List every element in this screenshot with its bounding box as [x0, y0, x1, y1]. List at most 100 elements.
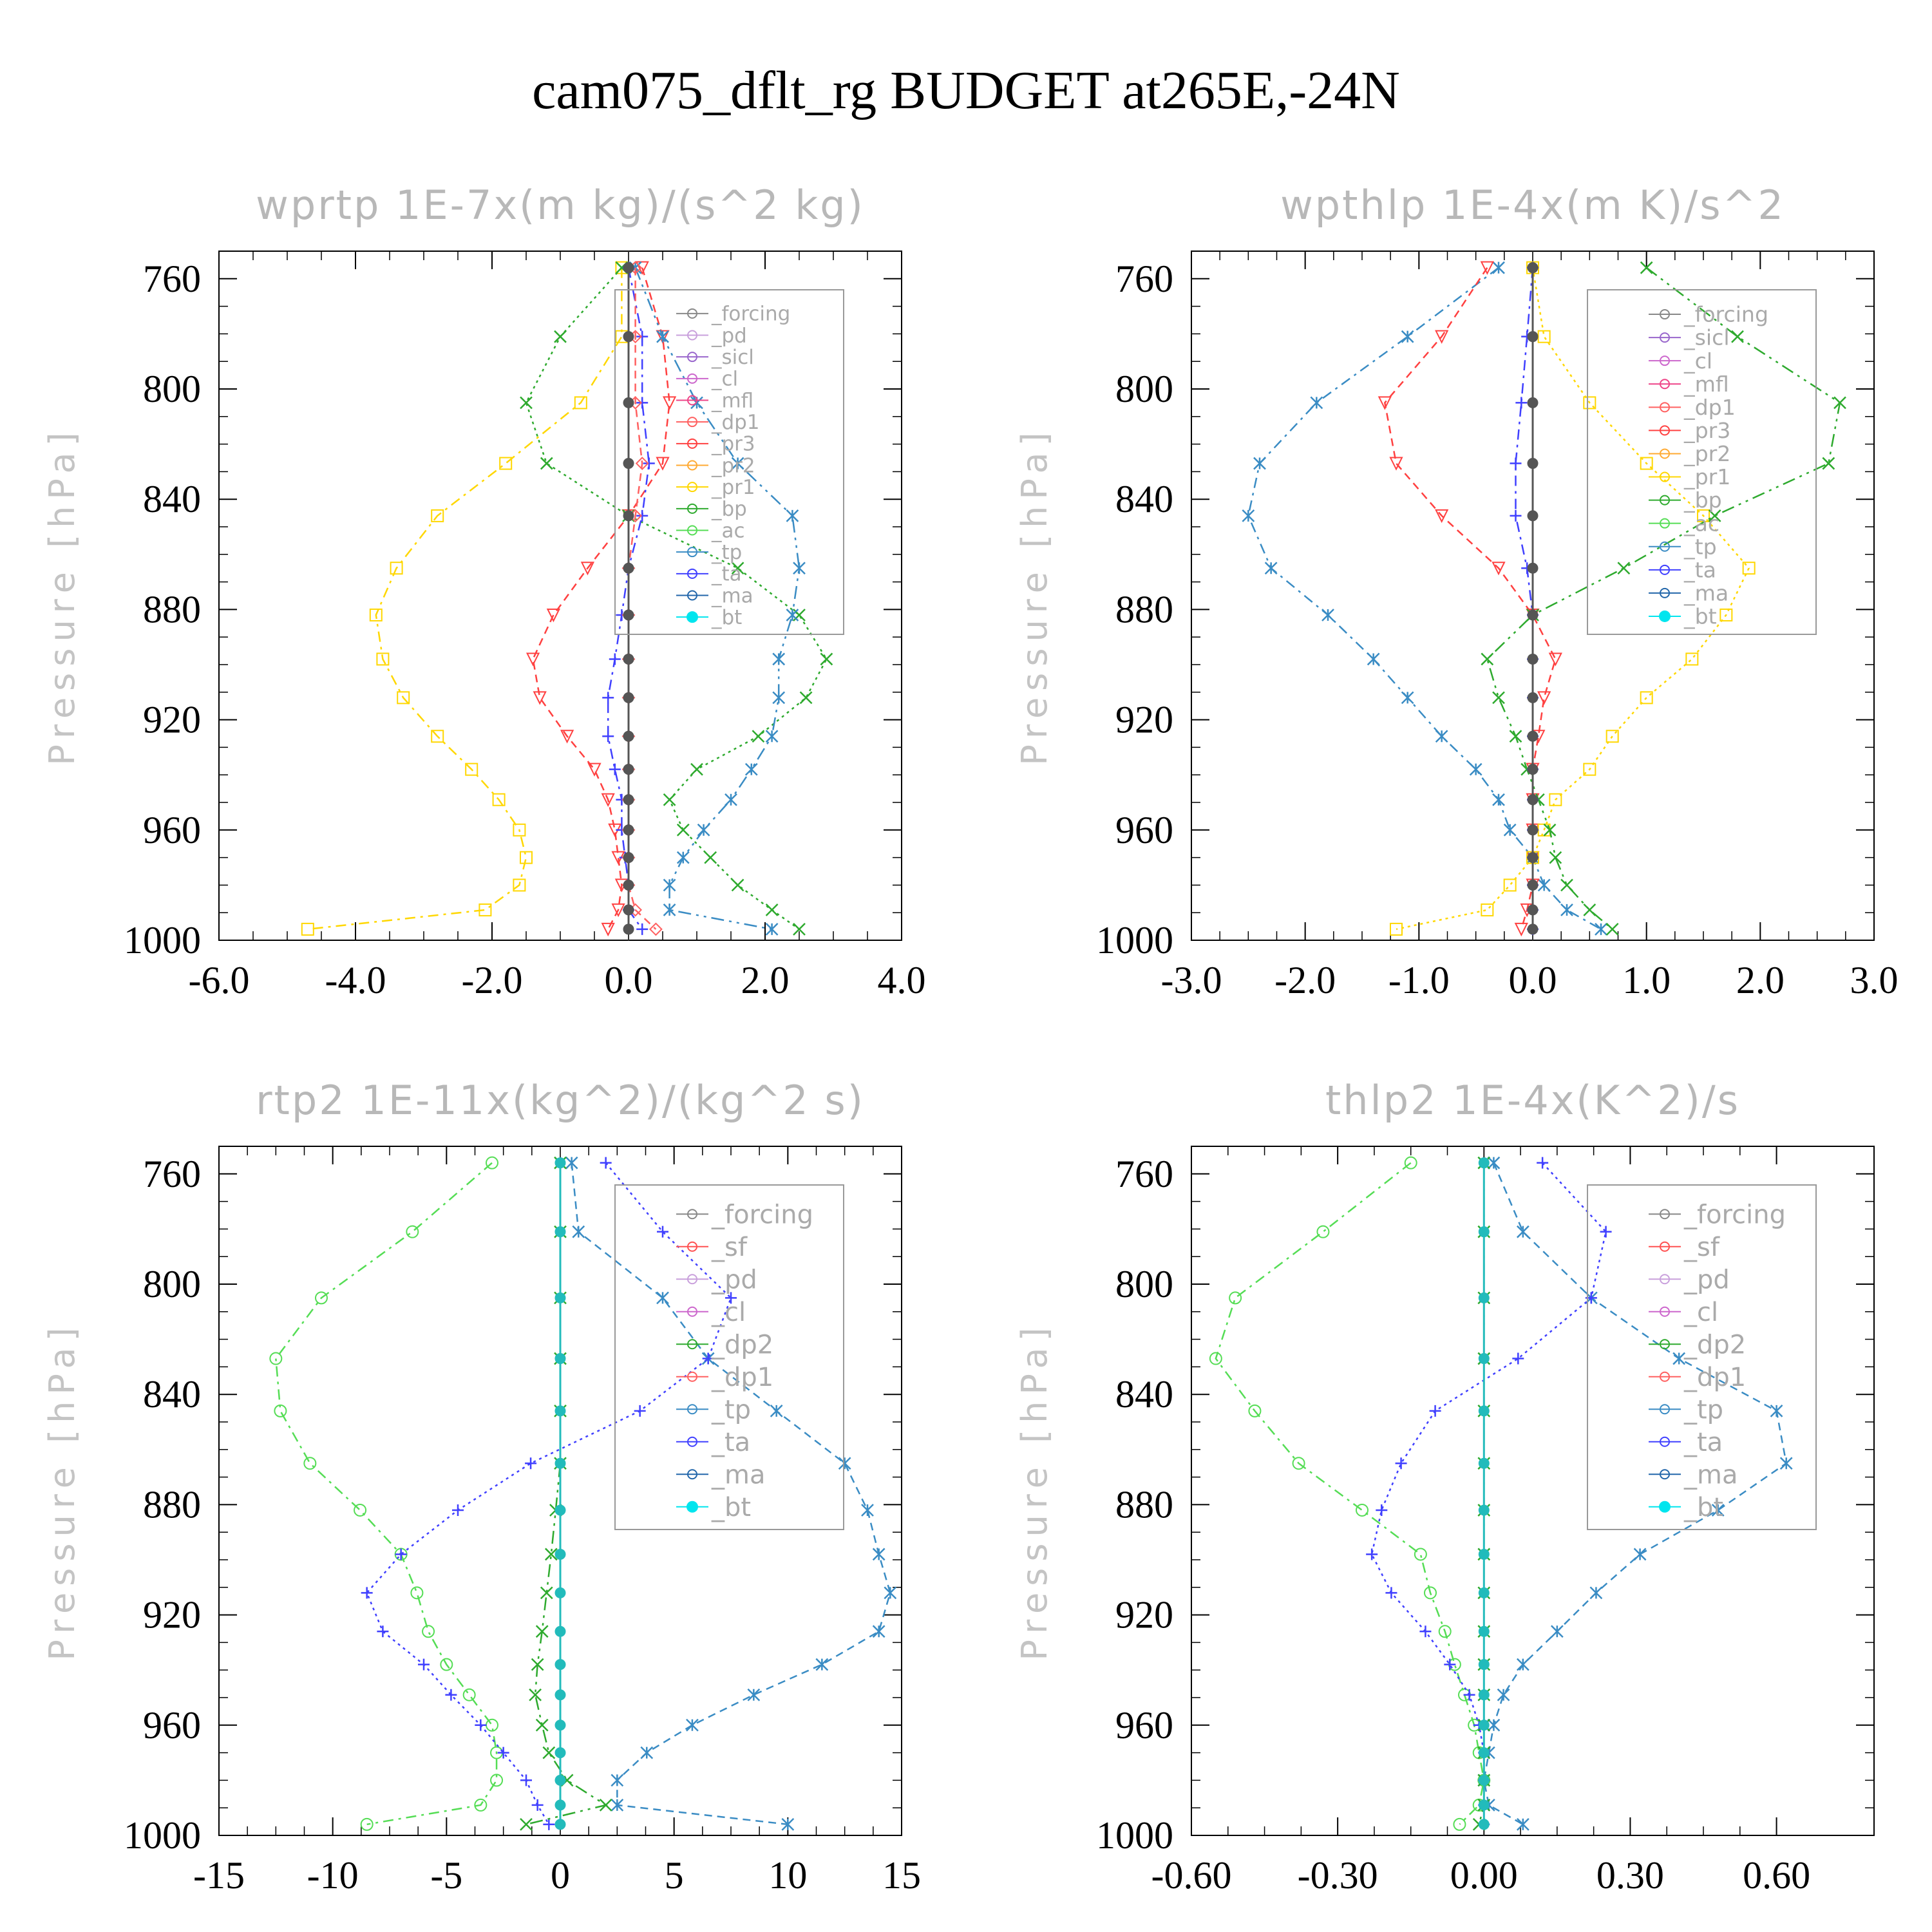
legend-label: _pr3	[711, 433, 755, 456]
data-point	[1404, 1156, 1417, 1170]
data-point	[1492, 793, 1505, 806]
data-point	[520, 1774, 532, 1786]
data-point	[1253, 457, 1266, 470]
y-tick-label: 920	[1115, 1594, 1173, 1636]
legend-entry-ma: _ma	[1649, 581, 1728, 606]
y-tick-label: 1000	[1096, 1814, 1173, 1857]
data-point	[611, 903, 625, 918]
series-line	[366, 1162, 732, 1825]
y-tick-label: 920	[1115, 699, 1173, 741]
legend-label: _ma	[1683, 581, 1728, 606]
data-point	[535, 1625, 549, 1638]
legend-entry-pd: _pd	[676, 1265, 757, 1294]
data-point	[525, 1457, 537, 1470]
data-point	[513, 823, 526, 837]
legend-label: _sicl	[711, 346, 754, 369]
data-point	[465, 762, 478, 776]
data-point	[540, 457, 553, 470]
data-point	[1478, 1353, 1490, 1365]
data-point	[752, 730, 765, 743]
data-point	[554, 1405, 566, 1417]
data-point	[462, 1688, 476, 1701]
legend-marker	[1659, 610, 1671, 622]
legend-label: _dp1	[711, 1363, 773, 1392]
data-point	[1516, 1817, 1530, 1831]
data-point	[1633, 1548, 1647, 1561]
data-point	[1390, 922, 1403, 936]
legend-label: _tp	[1683, 1395, 1723, 1425]
y-tick-label: 760	[1115, 1153, 1173, 1195]
data-point	[1527, 794, 1539, 806]
legend-marker	[687, 417, 697, 428]
data-point	[1527, 764, 1539, 775]
data-point	[1527, 397, 1539, 408]
legend-label: _pd	[1683, 1265, 1730, 1294]
legend-marker	[1660, 564, 1670, 575]
data-point	[636, 397, 649, 409]
data-point	[1527, 262, 1539, 274]
legend: _forcing _sf _pd _cl _dp2 _dp1 _tp _ta _ma _bt	[1587, 1184, 1817, 1530]
legend-entry-pr2: _pr2	[1649, 441, 1730, 466]
data-point	[690, 762, 703, 776]
data-point	[1497, 1688, 1510, 1701]
data-point	[565, 1156, 578, 1170]
data-point	[1514, 922, 1528, 937]
legend-marker	[687, 611, 698, 623]
data-point	[602, 730, 614, 743]
data-point	[623, 692, 634, 703]
legend-entry-mfl: _mfl	[676, 389, 753, 412]
data-point	[1560, 904, 1573, 916]
data-point	[410, 1586, 424, 1600]
legend-label: _dp2	[711, 1330, 773, 1359]
legend-entry-bt: _bt	[1649, 1493, 1723, 1522]
legend-marker	[687, 395, 697, 406]
data-point	[1549, 851, 1562, 864]
series-tp	[1242, 261, 1607, 936]
x-tick-label: -5	[430, 1854, 462, 1897]
y-axis-label: Pressure [hPa]	[42, 1321, 82, 1660]
legend-marker	[687, 308, 697, 319]
data-point	[1248, 1404, 1262, 1417]
data-point	[1395, 1457, 1407, 1470]
data-point	[1310, 396, 1323, 410]
legend-entry-ac: _ac	[1649, 511, 1719, 536]
data-point	[656, 1291, 669, 1305]
data-point	[554, 1457, 566, 1469]
data-point	[1444, 1658, 1456, 1671]
data-point	[623, 794, 634, 806]
data-point	[546, 608, 561, 623]
y-tick-label: 920	[143, 699, 201, 741]
series-line	[532, 267, 670, 930]
legend-entry-sicl: _sicl	[676, 346, 754, 369]
series-bt	[623, 262, 634, 935]
data-point	[623, 562, 634, 574]
legend-label: _bt	[711, 606, 742, 629]
data-point	[1453, 1817, 1466, 1831]
y-tick-label: 760	[143, 258, 201, 300]
data-point	[747, 1688, 761, 1701]
legend-marker	[687, 547, 697, 558]
legend-marker	[687, 1436, 697, 1447]
data-point	[623, 730, 634, 742]
legend-entry-dp1: _dp1	[676, 411, 760, 434]
data-point	[820, 652, 833, 666]
legend: _forcing _sf _pd _cl _dp2 _dp1 _tp _ta _ma _bt	[614, 1184, 844, 1530]
data-point	[793, 922, 806, 936]
data-point	[531, 1658, 544, 1671]
data-point	[1527, 510, 1539, 522]
data-point	[635, 457, 649, 470]
legend-label: _ma	[1683, 1460, 1738, 1490]
data-point	[1438, 1625, 1452, 1638]
x-tick-label: 3.0	[1850, 959, 1899, 1001]
data-point	[1478, 1799, 1490, 1811]
data-point	[431, 509, 444, 522]
legend-label: _pd	[711, 1265, 757, 1294]
legend-marker	[1660, 1306, 1670, 1317]
data-point	[1378, 396, 1392, 410]
data-point	[1478, 1226, 1490, 1238]
legend-label: _ma	[711, 1460, 765, 1490]
y-tick-label: 880	[143, 1483, 201, 1526]
legend-label: _dp1	[1683, 1363, 1746, 1392]
legend-label: _mfl	[711, 389, 753, 412]
